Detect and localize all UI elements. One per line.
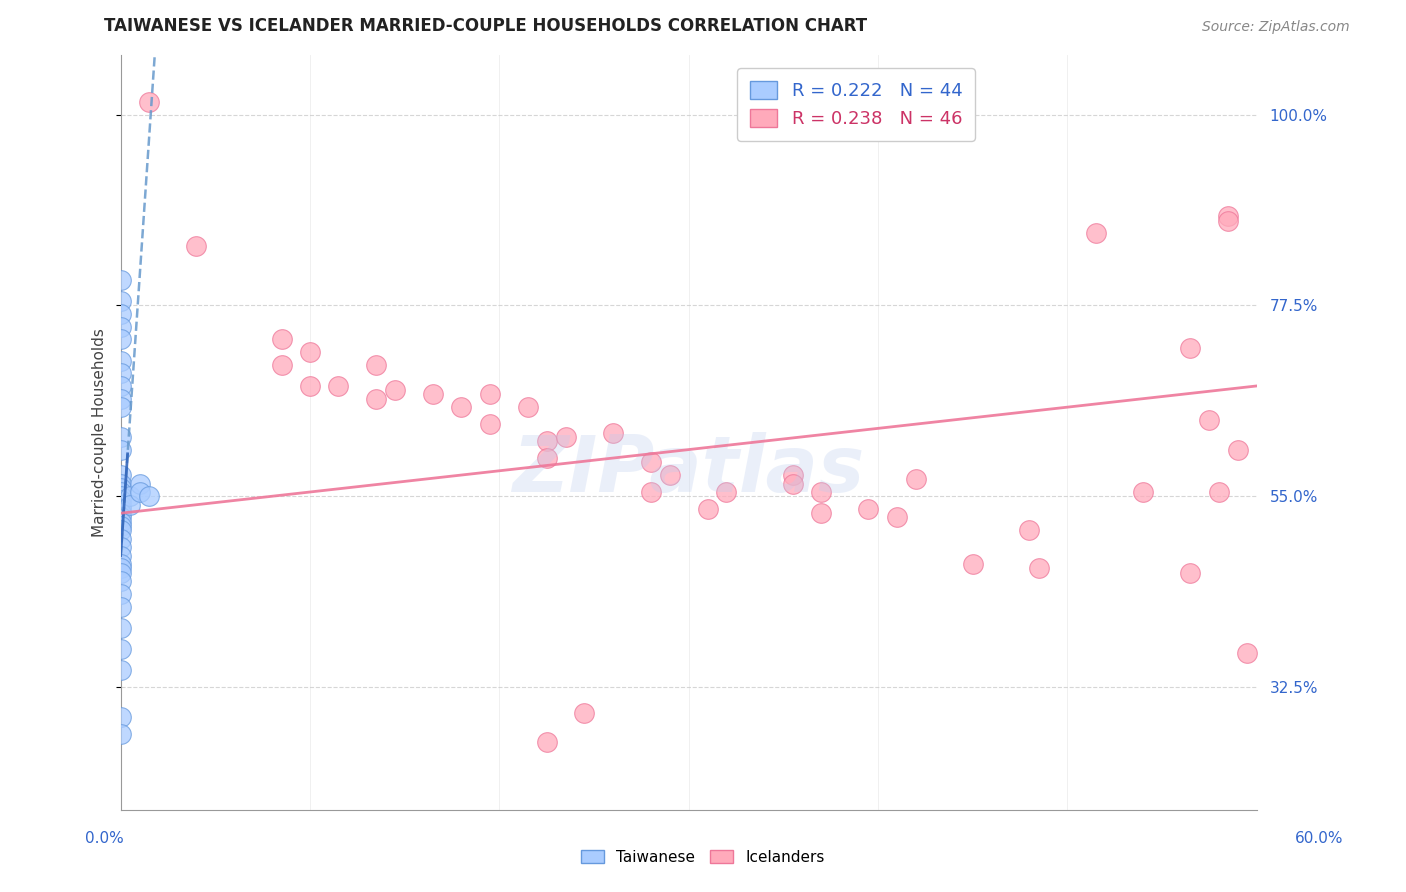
Point <box>1132 485 1154 500</box>
Point <box>640 485 662 500</box>
Point <box>1236 646 1258 660</box>
Point <box>270 358 292 372</box>
Point <box>110 523 132 537</box>
Point <box>110 353 132 368</box>
Point <box>110 481 132 495</box>
Point <box>536 434 558 449</box>
Point <box>886 510 908 524</box>
Point <box>110 366 132 380</box>
Point <box>696 502 718 516</box>
Point <box>110 515 132 529</box>
Point <box>138 95 160 109</box>
Point <box>366 358 388 372</box>
Point <box>110 307 132 321</box>
Point <box>1180 341 1202 355</box>
Point <box>384 383 406 397</box>
Point <box>516 400 538 414</box>
Point <box>536 735 558 749</box>
Point <box>1216 210 1239 224</box>
Legend: Taiwanese, Icelanders: Taiwanese, Icelanders <box>575 844 831 871</box>
Point <box>1180 566 1202 580</box>
Point <box>422 387 444 401</box>
Point <box>110 621 132 635</box>
Point <box>110 332 132 346</box>
Text: 60.0%: 60.0% <box>1295 831 1343 846</box>
Y-axis label: Married-couple Households: Married-couple Households <box>93 328 107 537</box>
Point <box>120 498 142 512</box>
Point <box>110 641 132 656</box>
Point <box>110 294 132 309</box>
Point <box>110 489 132 503</box>
Legend: R = 0.222   N = 44, R = 0.238   N = 46: R = 0.222 N = 44, R = 0.238 N = 46 <box>737 68 974 141</box>
Point <box>120 489 142 503</box>
Point <box>962 557 984 571</box>
Point <box>110 442 132 457</box>
Point <box>110 532 132 546</box>
Point <box>1208 485 1230 500</box>
Point <box>298 379 321 393</box>
Point <box>110 561 132 575</box>
Point <box>110 599 132 614</box>
Point <box>858 502 880 516</box>
Point <box>1028 561 1050 575</box>
Point <box>1216 213 1239 227</box>
Point <box>128 476 150 491</box>
Point <box>810 485 832 500</box>
Point <box>450 400 472 414</box>
Point <box>1084 227 1107 241</box>
Point <box>110 510 132 524</box>
Point <box>478 387 501 401</box>
Point <box>110 485 132 500</box>
Point <box>782 468 804 483</box>
Point <box>138 489 160 503</box>
Point <box>536 451 558 466</box>
Point <box>110 663 132 677</box>
Point <box>110 468 132 483</box>
Point <box>716 485 738 500</box>
Point <box>110 392 132 406</box>
Point <box>782 476 804 491</box>
Point <box>110 493 132 508</box>
Point <box>110 430 132 444</box>
Text: TAIWANESE VS ICELANDER MARRIED-COUPLE HOUSEHOLDS CORRELATION CHART: TAIWANESE VS ICELANDER MARRIED-COUPLE HO… <box>104 17 868 35</box>
Point <box>640 455 662 469</box>
Point <box>110 400 132 414</box>
Point <box>1226 442 1249 457</box>
Point <box>110 587 132 601</box>
Point <box>110 506 132 520</box>
Point <box>810 506 832 520</box>
Point <box>478 417 501 431</box>
Point <box>110 476 132 491</box>
Point <box>298 345 321 359</box>
Point <box>110 319 132 334</box>
Point <box>110 273 132 287</box>
Point <box>110 566 132 580</box>
Point <box>110 549 132 563</box>
Text: 0.0%: 0.0% <box>84 831 124 846</box>
Point <box>110 710 132 724</box>
Point <box>110 727 132 741</box>
Point <box>186 239 208 253</box>
Point <box>110 379 132 393</box>
Point <box>110 519 132 533</box>
Point <box>110 557 132 571</box>
Point <box>658 468 681 483</box>
Point <box>366 392 388 406</box>
Point <box>602 425 624 440</box>
Point <box>128 485 150 500</box>
Point <box>904 472 927 486</box>
Point <box>1018 523 1040 537</box>
Point <box>328 379 350 393</box>
Point <box>110 502 132 516</box>
Point <box>110 574 132 588</box>
Point <box>554 430 576 444</box>
Point <box>110 498 132 512</box>
Point <box>574 706 596 720</box>
Text: Source: ZipAtlas.com: Source: ZipAtlas.com <box>1202 21 1350 34</box>
Text: ZIPatlas: ZIPatlas <box>512 433 865 508</box>
Point <box>270 332 292 346</box>
Point <box>110 540 132 554</box>
Point <box>1198 413 1220 427</box>
